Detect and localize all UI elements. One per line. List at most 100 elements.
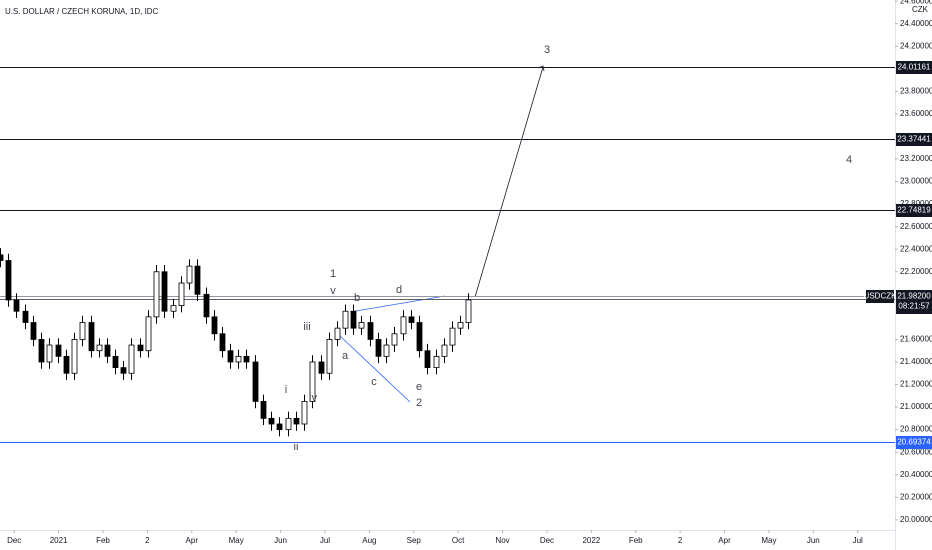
level-label: 23.37441 <box>897 135 931 144</box>
level-box <box>896 61 932 74</box>
y-tick-label: 22.20000 <box>900 267 932 276</box>
candle-body <box>276 423 283 431</box>
candle-body <box>5 260 12 301</box>
wave-label: e <box>416 381 422 393</box>
x-tick-label: Apr <box>186 536 199 545</box>
wave-label: v <box>330 285 336 297</box>
candle-body <box>38 339 45 363</box>
y-tick-label: 23.80000 <box>900 86 932 95</box>
candle-body <box>441 344 448 357</box>
candle-body <box>227 350 234 363</box>
level-box <box>896 436 932 449</box>
candle-body <box>268 417 275 425</box>
candle-body <box>219 333 226 352</box>
y-tick-label: 21.20000 <box>900 380 932 389</box>
trend-line <box>339 335 411 403</box>
y-tick-label: 20.00000 <box>900 515 932 524</box>
wave-label: 4 <box>846 154 852 166</box>
candle-body <box>186 265 193 284</box>
candle-body <box>252 361 259 402</box>
x-tick-label: Sep <box>407 536 422 545</box>
y-tick-label: 23.20000 <box>900 154 932 163</box>
candle-body <box>137 344 144 352</box>
candle-body <box>22 310 29 323</box>
wave-label: i <box>285 384 287 396</box>
candle-body <box>391 333 398 346</box>
candle-body <box>128 344 135 374</box>
x-tick-label: Nov <box>495 536 509 545</box>
candle-body <box>326 339 333 374</box>
x-tick-label: Jul <box>853 536 863 545</box>
y-tick-label: 21.60000 <box>900 335 932 344</box>
candle-body <box>0 254 4 261</box>
y-tick-label: 22.40000 <box>900 244 932 253</box>
y-tick-label: 22.60000 <box>900 222 932 231</box>
candle-body <box>55 344 62 357</box>
candle-body <box>457 322 464 329</box>
candle-body <box>408 316 415 323</box>
y-tick-label: 23.60000 <box>900 109 932 118</box>
candle-body <box>243 355 250 363</box>
candle-body <box>449 327 456 346</box>
x-tick-label: Dec <box>7 536 21 545</box>
wave-label: ii <box>294 441 299 453</box>
candle-body <box>358 322 365 329</box>
x-tick-label: 2021 <box>50 536 68 545</box>
y-tick-label: 20.60000 <box>900 447 932 456</box>
y-tick-label: 22.80000 <box>900 199 932 208</box>
wave-label: d <box>396 284 402 296</box>
candle-body <box>194 265 201 295</box>
x-tick-label: 2 <box>145 536 150 545</box>
y-tick-label: 20.80000 <box>900 425 932 434</box>
level-label: 24.01161 <box>898 63 931 72</box>
candle-body <box>161 271 168 312</box>
candle-body <box>178 282 185 306</box>
candle-body <box>309 361 316 402</box>
candle-body <box>13 299 20 312</box>
candle-body <box>433 355 440 369</box>
countdown: 08:21:57 <box>898 302 930 311</box>
candle-body <box>350 310 357 329</box>
wave-label: iii <box>303 321 310 333</box>
y-tick-label: 24.60000 <box>900 0 932 5</box>
level-box <box>896 204 932 217</box>
candle-body <box>71 339 78 374</box>
level-box <box>896 133 932 146</box>
candle-body <box>383 344 390 357</box>
candle-body <box>301 401 308 425</box>
candle-body <box>145 316 152 352</box>
candle-body <box>120 367 127 374</box>
x-tick-label: Feb <box>629 536 643 545</box>
candle-body <box>203 293 210 318</box>
candle-body <box>79 322 86 340</box>
x-tick-label: Jun <box>807 536 820 545</box>
candle-body <box>30 322 37 340</box>
y-tick-label: 21.00000 <box>900 402 932 411</box>
candle-body <box>46 344 53 363</box>
wave-label: 1 <box>330 268 336 280</box>
candle-body <box>318 361 325 374</box>
candle-body <box>367 322 374 340</box>
candle-body <box>260 401 267 419</box>
y-tick-label: 20.20000 <box>900 492 932 501</box>
chart-title: U.S. DOLLAR / CZECH KORUNA, 1D, IDC <box>5 7 159 16</box>
candle-body <box>235 355 242 363</box>
candle-body <box>424 350 431 369</box>
level-label: 20.69374 <box>897 438 931 447</box>
candle-body <box>293 417 300 425</box>
wave-label: 2 <box>416 397 422 409</box>
wave-label: c <box>371 376 377 388</box>
trend-line <box>349 295 446 313</box>
x-tick-label: Jul <box>320 536 330 545</box>
candle-body <box>112 355 119 369</box>
candle-body <box>334 327 341 340</box>
y-tick-label: 23.00000 <box>900 177 932 186</box>
y-tick-label: 24.20000 <box>900 41 932 50</box>
symbol-box <box>866 290 894 303</box>
wave-label: b <box>354 292 360 304</box>
candle-body <box>375 339 382 357</box>
projection-line <box>474 66 544 298</box>
x-tick-label: Dec <box>540 536 554 545</box>
